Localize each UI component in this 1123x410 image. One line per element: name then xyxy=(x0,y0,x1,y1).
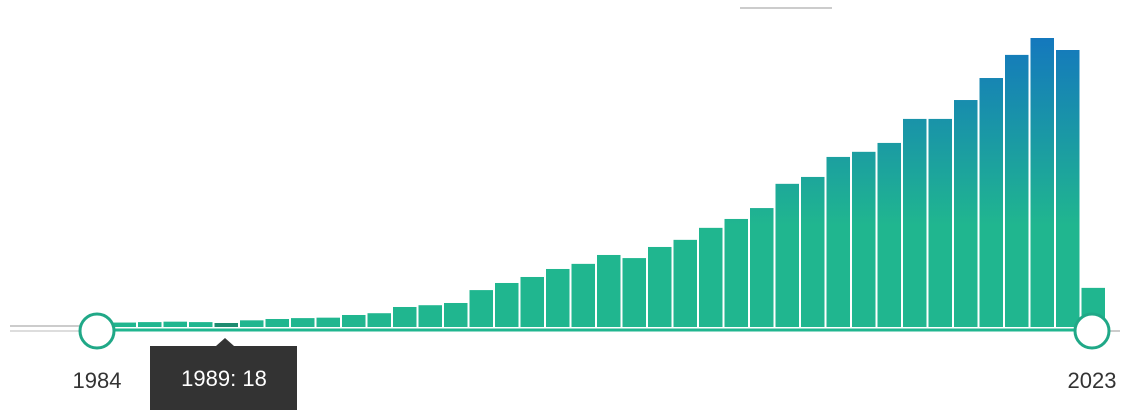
bar xyxy=(877,142,901,327)
bar xyxy=(342,314,366,327)
tooltip-box xyxy=(150,346,297,410)
bar xyxy=(979,78,1003,327)
start-handle[interactable] xyxy=(78,312,116,350)
bar xyxy=(138,322,162,327)
bar xyxy=(1005,54,1029,327)
bar xyxy=(571,263,595,327)
tooltip-text: 1989: 18 xyxy=(181,366,267,391)
bar xyxy=(393,306,417,327)
bar xyxy=(852,151,876,327)
bar xyxy=(214,322,238,327)
bar xyxy=(1030,38,1054,327)
bar xyxy=(163,321,187,327)
bar xyxy=(367,313,391,327)
tooltip-pointer xyxy=(216,338,234,346)
bar xyxy=(1056,50,1080,328)
start-label: 1984 xyxy=(73,368,122,393)
bar xyxy=(622,258,646,327)
bar xyxy=(597,254,621,327)
bar xyxy=(469,290,493,327)
bar xyxy=(112,322,136,327)
tooltip: 1989: 18 xyxy=(150,338,297,410)
bar xyxy=(444,302,468,327)
end-handle[interactable] xyxy=(1073,312,1111,350)
bar xyxy=(316,317,340,327)
bar xyxy=(826,156,850,327)
bar xyxy=(673,239,697,327)
bar xyxy=(699,227,723,327)
bar xyxy=(903,118,927,327)
bar xyxy=(291,318,315,327)
bar xyxy=(775,183,799,327)
bar xyxy=(520,276,544,327)
bar xyxy=(928,118,952,327)
bar xyxy=(418,305,442,327)
bar xyxy=(648,246,672,327)
bar xyxy=(954,100,978,327)
bar xyxy=(801,176,825,327)
bar xyxy=(546,268,570,327)
end-label: 2023 xyxy=(1068,368,1117,393)
bar xyxy=(724,218,748,327)
bar xyxy=(750,208,774,327)
bar xyxy=(240,320,264,327)
bar xyxy=(495,282,519,327)
bar xyxy=(265,318,289,327)
bar xyxy=(189,322,213,327)
histogram xyxy=(87,38,1105,328)
